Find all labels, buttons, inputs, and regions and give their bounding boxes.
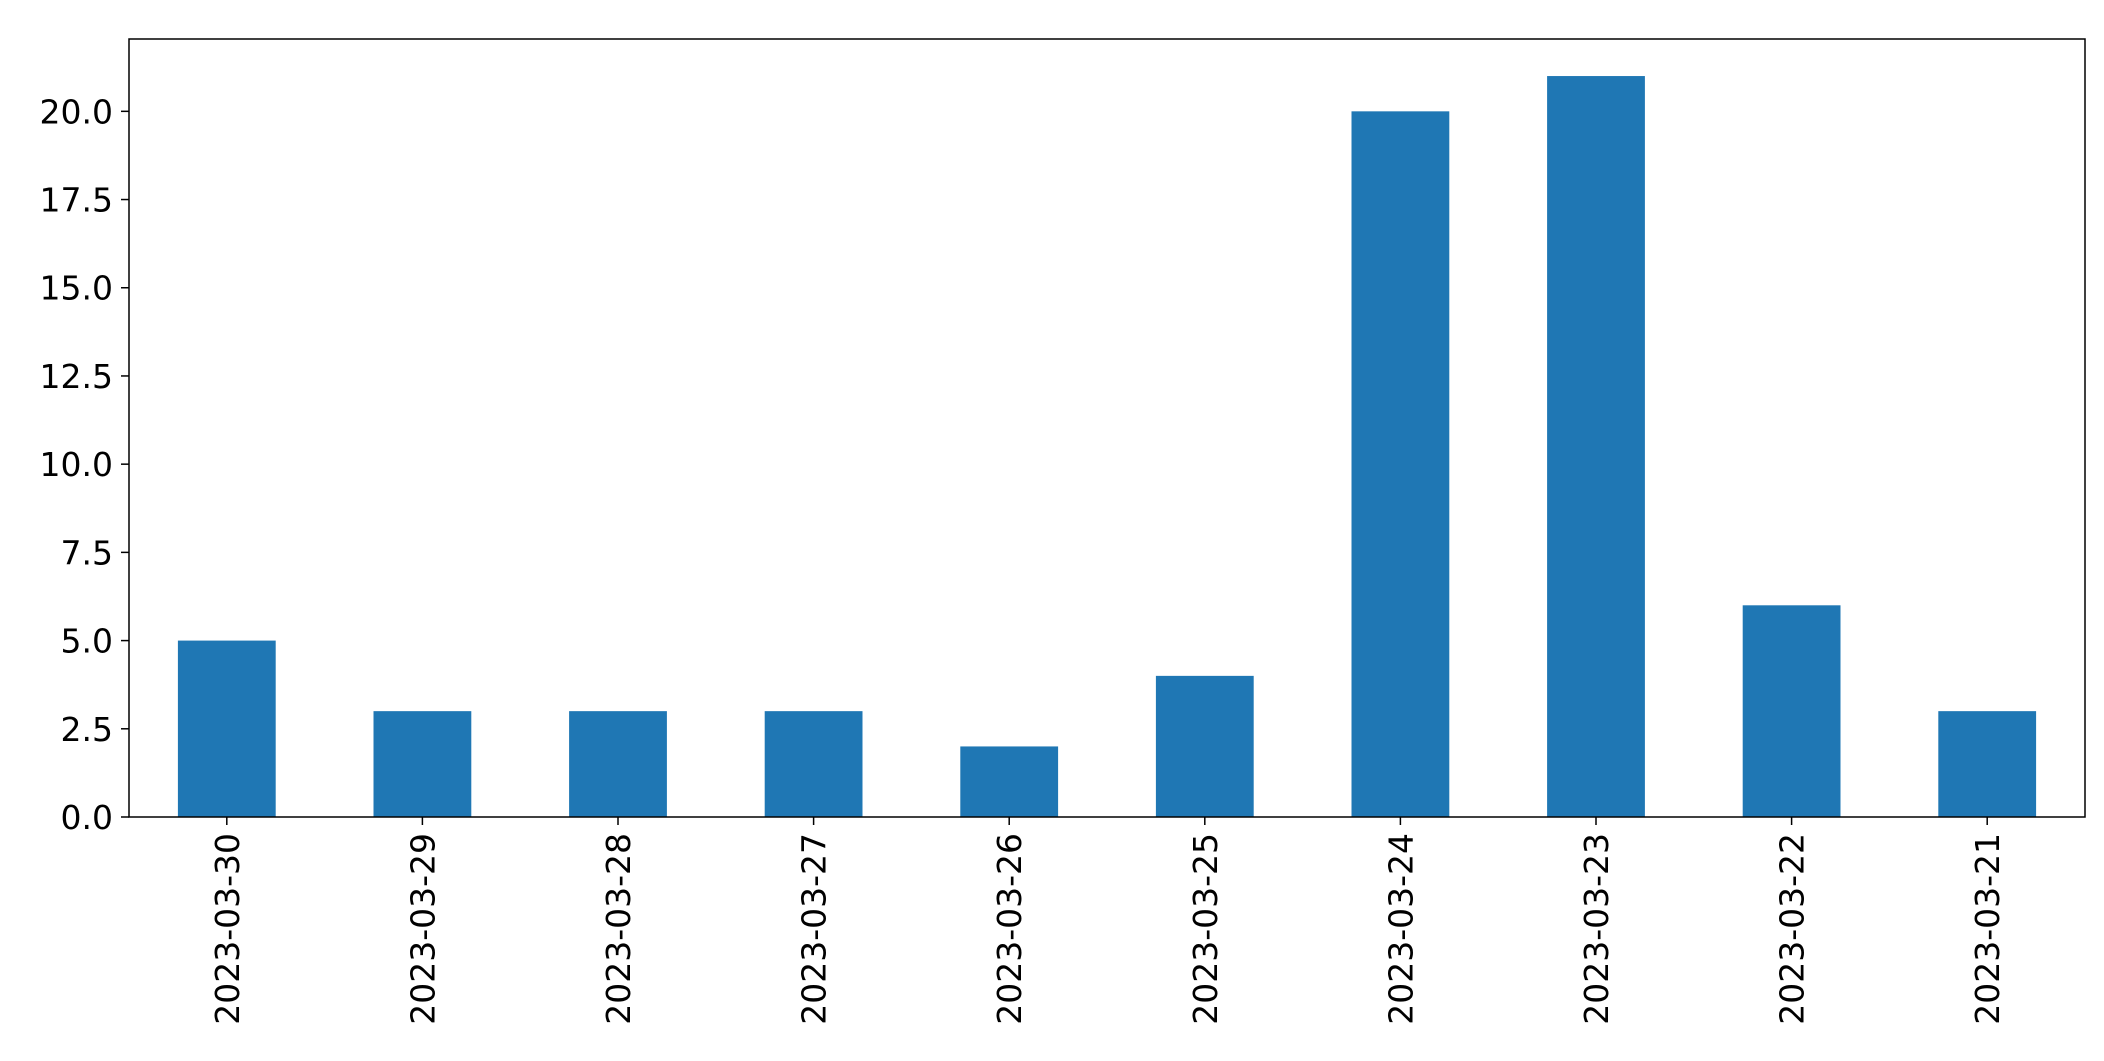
y-tick-label: 2.5 <box>61 710 113 749</box>
bar <box>1155 675 1254 817</box>
y-tick-label: 20.0 <box>40 92 113 131</box>
y-tick-label: 10.0 <box>40 445 113 484</box>
bar <box>373 711 472 817</box>
plot-frame <box>128 38 2086 818</box>
bar <box>569 711 667 817</box>
x-tick-label: 2023-03-29 <box>403 833 442 1025</box>
y-tick-label: 5.0 <box>61 622 113 661</box>
bar <box>1547 76 1645 818</box>
x-tick-label: 2023-03-24 <box>1381 833 1420 1025</box>
y-tick-label: 7.5 <box>61 533 113 572</box>
x-tick-label: 2023-03-27 <box>795 833 834 1025</box>
x-tick-label: 2023-03-23 <box>1577 833 1616 1025</box>
bar <box>177 640 276 817</box>
x-tick-label: 2023-03-21 <box>1968 833 2007 1025</box>
bar <box>764 711 863 817</box>
y-tick-label: 0.0 <box>61 798 113 837</box>
y-tick-label: 17.5 <box>40 181 113 220</box>
x-tick-label: 2023-03-25 <box>1186 833 1225 1025</box>
bar <box>960 746 1059 817</box>
x-tick-label: 2023-03-30 <box>208 833 247 1025</box>
bar <box>1351 111 1450 818</box>
x-tick-label: 2023-03-28 <box>599 833 638 1025</box>
y-tick-label: 12.5 <box>40 357 113 396</box>
bar <box>1938 711 2037 817</box>
x-tick-label: 2023-03-22 <box>1773 833 1812 1025</box>
x-tick-label: 2023-03-26 <box>990 833 1029 1025</box>
y-tick-label: 15.0 <box>40 269 113 308</box>
bar <box>1742 605 1841 817</box>
